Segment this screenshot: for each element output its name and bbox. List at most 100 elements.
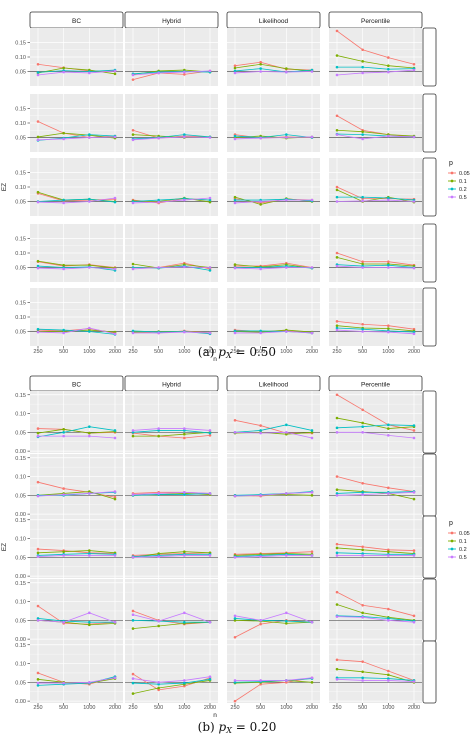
panel-hybrid-row-4 — [125, 224, 218, 282]
data-point-p-0.2 — [183, 133, 186, 136]
data-point-p-0.5 — [131, 331, 135, 335]
data-point-p-0.1 — [412, 497, 416, 501]
data-point-p-0.2 — [233, 69, 237, 73]
panel-hybrid-row-2 — [125, 94, 218, 152]
data-point-p-0.05 — [183, 436, 186, 440]
data-point-p-0.1 — [62, 131, 65, 135]
series-line-p-0.5 — [336, 678, 415, 682]
data-point-p-0.5 — [208, 69, 212, 73]
data-point-p-0.5 — [233, 137, 237, 141]
data-point-p-0.5 — [88, 200, 91, 203]
y-tick-label: 0.10 — [15, 185, 26, 191]
panel-bc-row-4 — [30, 224, 123, 282]
data-point-p-0.5 — [208, 492, 212, 495]
data-point-p-0.1 — [361, 611, 364, 615]
data-point-p-0.2 — [62, 328, 65, 332]
data-point-p-0.05 — [335, 114, 339, 118]
data-point-p-0.2 — [88, 552, 91, 555]
data-point-p-0.5 — [62, 70, 65, 74]
panel-background — [329, 579, 422, 641]
facet-label-percentile: Percentile — [361, 18, 390, 25]
panel-percentile-row-4 — [329, 579, 422, 641]
legend-key-point — [450, 531, 454, 535]
figure-caption: (b) pX = 0.20 — [198, 720, 277, 735]
series-line-p-0.5 — [37, 491, 116, 497]
data-point-p-0.1 — [157, 686, 160, 690]
data-point-p-0.5 — [157, 681, 160, 684]
data-point-p-0.05 — [335, 475, 339, 478]
data-point-p-0.05 — [412, 549, 416, 552]
data-point-p-0.2 — [412, 424, 416, 427]
panel-percentile-row-2 — [329, 94, 422, 152]
data-point-p-0.05 — [62, 487, 65, 490]
panel-background — [227, 516, 320, 578]
series-line-p-0.1 — [336, 189, 415, 203]
x-tick-label: 2000 — [204, 349, 216, 355]
facet-label-likelihood: Likelihood — [259, 382, 289, 389]
data-point-p-0.5 — [131, 201, 135, 205]
data-point-p-0.2 — [387, 196, 390, 200]
legend-key-point — [450, 179, 454, 183]
data-point-p-0.5 — [285, 611, 288, 615]
data-point-p-0.5 — [36, 434, 40, 438]
data-point-p-0.5 — [208, 554, 212, 557]
panel-background — [125, 516, 218, 578]
series-line-p-0.2 — [132, 553, 210, 557]
x-tick-label: 500 — [256, 705, 265, 711]
y-tick-label: 0.15 — [15, 171, 26, 177]
data-point-p-0.5 — [361, 679, 364, 682]
data-point-p-0.2 — [361, 327, 364, 331]
data-point-p-0.05 — [387, 548, 390, 552]
data-point-p-0.1 — [387, 64, 390, 67]
data-point-p-0.5 — [412, 68, 416, 72]
data-point-p-0.2 — [335, 492, 339, 495]
panel-percentile-row-5 — [329, 641, 422, 703]
data-point-p-0.1 — [88, 623, 91, 627]
data-point-p-0.1 — [88, 549, 91, 552]
legend-key-point — [450, 187, 454, 191]
data-point-p-0.2 — [88, 620, 91, 624]
data-point-p-0.1 — [335, 667, 339, 671]
data-point-p-0.1 — [335, 324, 339, 328]
data-point-p-0.2 — [131, 681, 135, 685]
y-tick-label: 0.15 — [15, 518, 26, 524]
data-point-p-0.5 — [62, 137, 65, 141]
row-strip — [422, 515, 437, 579]
data-point-p-0.1 — [62, 428, 65, 431]
data-point-p-0.5 — [36, 330, 40, 334]
data-point-p-0.2 — [285, 133, 288, 136]
series-line-p-0.2 — [234, 134, 313, 138]
series-line-p-0.2 — [37, 198, 116, 203]
panel-likelihood-row-4 — [227, 579, 320, 641]
data-point-p-0.2 — [88, 197, 91, 201]
data-point-p-0.1 — [157, 434, 160, 438]
data-point-p-0.05 — [361, 260, 364, 264]
data-point-p-0.5 — [310, 620, 314, 624]
data-point-p-0.5 — [131, 267, 135, 271]
y-tick-label: 0.10 — [15, 475, 26, 481]
data-point-p-0.2 — [233, 617, 237, 620]
data-point-p-0.05 — [335, 251, 339, 255]
data-point-p-0.2 — [233, 134, 237, 138]
data-point-p-0.5 — [157, 71, 160, 75]
data-point-p-0.5 — [208, 620, 212, 624]
y-axis-label: EZ — [1, 183, 8, 191]
series-line-p-0.2 — [336, 491, 415, 494]
series-line-p-0.5 — [234, 136, 313, 140]
series-line-p-0.2 — [336, 552, 414, 555]
data-point-p-0.1 — [36, 431, 40, 435]
data-point-p-0.5 — [131, 677, 135, 680]
data-point-p-0.05 — [335, 590, 339, 594]
series-line-p-0.2 — [336, 327, 415, 333]
data-point-p-0.5 — [113, 332, 117, 336]
data-point-p-0.5 — [183, 611, 186, 615]
data-point-p-0.5 — [335, 678, 339, 681]
panel-background — [329, 454, 422, 516]
data-point-p-0.5 — [387, 330, 390, 334]
data-point-p-0.5 — [36, 619, 40, 622]
data-point-p-0.1 — [113, 72, 117, 76]
data-point-p-0.05 — [157, 688, 160, 692]
data-point-p-0.5 — [183, 198, 186, 202]
series-line-p-0.2 — [37, 426, 116, 438]
data-point-p-0.5 — [183, 491, 186, 494]
